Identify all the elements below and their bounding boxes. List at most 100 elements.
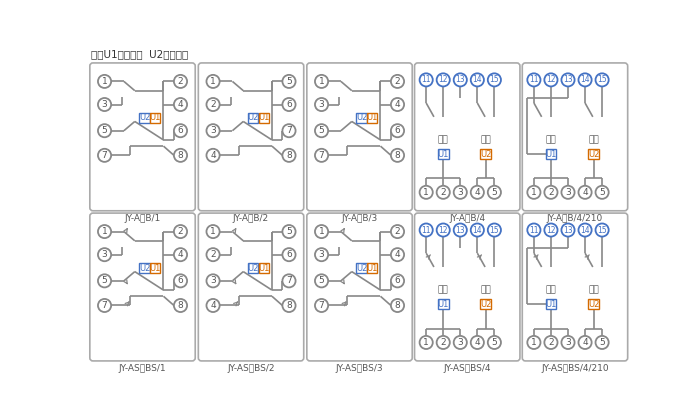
Text: 1: 1 [210,77,216,86]
Text: 5: 5 [599,338,605,347]
Circle shape [561,186,575,199]
Text: 2: 2 [210,250,216,259]
Bar [588,299,599,309]
Circle shape [561,223,575,236]
FancyBboxPatch shape [522,213,628,361]
Circle shape [315,75,328,88]
Text: 4: 4 [178,250,183,259]
Circle shape [545,336,557,349]
Text: 1: 1 [210,227,216,236]
Text: U2: U2 [247,113,258,122]
Circle shape [391,75,404,88]
Circle shape [578,73,592,86]
Circle shape [527,73,540,86]
Bar [259,113,269,123]
Text: 6: 6 [178,276,183,285]
Text: 4: 4 [475,338,480,347]
Circle shape [527,223,540,236]
Text: 15: 15 [489,225,499,234]
Text: JY-AS、BS/4/210: JY-AS、BS/4/210 [541,364,609,373]
FancyBboxPatch shape [90,213,195,361]
Text: JY-A、B/1: JY-A、B/1 [125,214,161,223]
Circle shape [470,73,484,86]
Text: 3: 3 [318,100,324,109]
Text: 13: 13 [564,75,573,84]
Text: 2: 2 [548,188,554,197]
Circle shape [206,149,220,162]
Circle shape [527,186,540,199]
Text: 5: 5 [599,188,605,197]
Bar [356,113,367,123]
Text: U2: U2 [356,113,368,122]
Text: 5: 5 [286,227,292,236]
Text: 1: 1 [531,338,537,347]
Circle shape [578,223,592,236]
Circle shape [315,225,328,238]
Circle shape [437,73,450,86]
Text: 11: 11 [529,75,539,84]
Text: 15: 15 [597,75,607,84]
Circle shape [454,336,467,349]
Text: 6: 6 [178,126,183,135]
FancyBboxPatch shape [198,213,304,361]
Text: 3: 3 [210,126,216,135]
Text: 11: 11 [421,75,431,84]
Circle shape [315,124,328,137]
Text: 启动: 启动 [480,285,491,294]
Circle shape [419,186,433,199]
Text: 7: 7 [286,276,292,285]
Circle shape [437,186,450,199]
Text: 12: 12 [438,75,448,84]
Bar [588,149,599,159]
Circle shape [596,223,609,236]
Text: 3: 3 [457,188,463,197]
Circle shape [206,124,220,137]
Text: 电源: 电源 [438,135,449,144]
Text: U1: U1 [150,113,161,122]
Circle shape [391,124,404,137]
Circle shape [391,274,404,288]
Circle shape [454,73,467,86]
Text: 5: 5 [286,77,292,86]
Text: 2: 2 [548,338,554,347]
Circle shape [488,73,501,86]
Circle shape [315,149,328,162]
Text: U2: U2 [588,300,599,309]
Circle shape [488,336,501,349]
Text: 14: 14 [580,75,590,84]
Circle shape [282,225,295,238]
Circle shape [578,186,592,199]
Text: 启动: 启动 [588,135,599,144]
Text: 7: 7 [286,126,292,135]
Text: 4: 4 [210,301,216,310]
Circle shape [470,336,484,349]
Circle shape [206,98,220,111]
Bar [248,263,258,273]
Text: U2: U2 [247,264,258,273]
Text: 1: 1 [318,227,324,236]
Circle shape [545,223,557,236]
Text: U2: U2 [480,300,491,309]
Text: JY-AS、BS/1: JY-AS、BS/1 [119,364,167,373]
Text: 12: 12 [546,225,556,234]
Text: 3: 3 [318,250,324,259]
Bar [150,113,160,123]
Text: 8: 8 [395,301,400,310]
Text: 4: 4 [178,100,183,109]
Text: JY-AS、BS/3: JY-AS、BS/3 [336,364,384,373]
Text: 电源: 电源 [438,285,449,294]
Circle shape [419,223,433,236]
Text: 1: 1 [424,188,429,197]
Text: 1: 1 [424,338,429,347]
Text: 电源: 电源 [545,135,557,144]
FancyBboxPatch shape [414,213,520,361]
Text: U1: U1 [438,150,449,159]
Text: 14: 14 [473,225,482,234]
Circle shape [98,248,111,261]
Text: 3: 3 [565,338,571,347]
Circle shape [98,299,111,312]
Text: 1: 1 [318,77,324,86]
Circle shape [206,299,220,312]
Circle shape [98,98,111,111]
Text: U2: U2 [356,264,368,273]
